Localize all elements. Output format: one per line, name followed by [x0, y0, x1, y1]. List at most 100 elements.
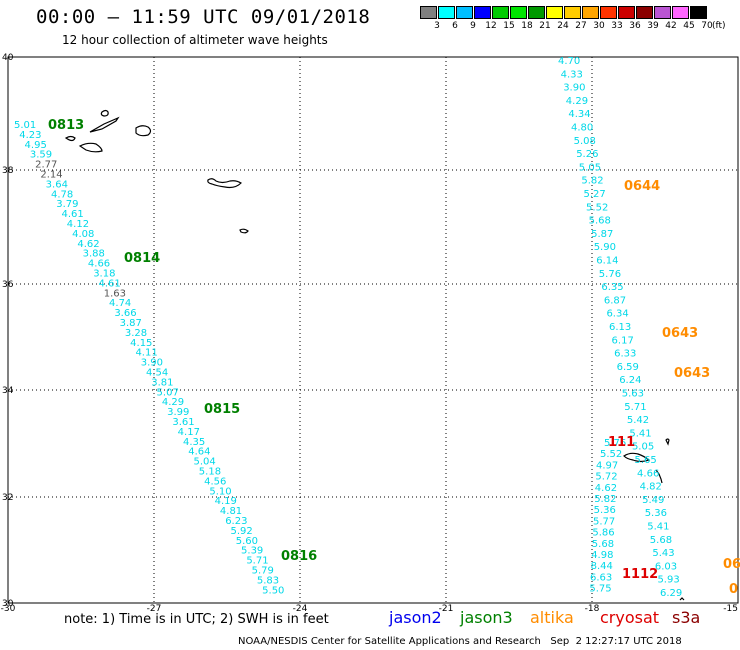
wave-height-value: 5.77	[593, 516, 615, 527]
wave-height-value: 4.11	[135, 348, 157, 359]
island-sao-jorge	[78, 142, 103, 153]
color-scale-label: 24	[557, 21, 569, 31]
wave-height-value: 5.39	[241, 546, 263, 557]
wave-height-value: 5.71	[624, 402, 646, 413]
color-swatch	[438, 6, 455, 19]
wave-height-value: 4.29	[566, 96, 588, 107]
wave-height-value: 5.01	[14, 120, 36, 131]
color-scale-label: 42	[665, 21, 677, 31]
lon-tick-label: -18	[585, 604, 600, 614]
color-scale-label: 33	[611, 21, 623, 31]
wave-height-value: 5.72	[595, 472, 617, 483]
wave-height-value: 4.35	[183, 437, 205, 448]
island-santa-maria	[239, 228, 249, 234]
color-scale-label: 12	[485, 21, 497, 31]
wave-height-value: 2.14	[40, 170, 62, 181]
lat-tick-label: 40	[2, 53, 14, 63]
color-scale-label: 36	[629, 21, 641, 31]
pass-time-label: 0644	[624, 179, 660, 194]
wave-height-values: 5.014.234.953.592.772.143.644.783.794.61…	[14, 56, 682, 599]
color-swatch	[690, 6, 707, 19]
wave-height-value: 5.52	[586, 202, 608, 213]
pass-time-label: 0643	[674, 366, 710, 381]
island-outlines	[64, 109, 685, 601]
wave-height-value: 3.88	[83, 249, 105, 260]
wave-height-value: 5.60	[236, 536, 258, 547]
legend-s3a: s3a	[672, 608, 701, 627]
wave-height-value: 5.71	[246, 556, 268, 567]
wave-height-value: 5.08	[574, 136, 596, 147]
wave-height-value: 5.76	[604, 438, 626, 449]
island-faial-pico	[89, 116, 120, 133]
color-swatch	[600, 6, 617, 19]
wave-height-value: 4.23	[19, 130, 41, 141]
lat-tick-label: 30	[2, 599, 14, 609]
wave-height-value: 4.78	[51, 189, 73, 200]
wave-height-value: 6.63	[590, 572, 612, 583]
wave-height-value: 5.50	[262, 585, 284, 596]
color-swatch	[456, 6, 473, 19]
legend-cryosat: cryosat	[600, 608, 660, 627]
wave-height-value: 6.14	[596, 256, 618, 267]
lat-tick-label: 38	[2, 166, 14, 176]
units-note: note: 1) Time is in UTC; 2) SWH is in fe…	[64, 612, 329, 627]
wave-height-value: 5.82	[581, 176, 603, 187]
page-title: 00:00 – 11:59 UTC 09/01/2018	[36, 6, 371, 28]
color-swatch	[528, 6, 545, 19]
wave-height-value: 4.33	[561, 69, 583, 80]
wave-height-value: 3.90	[141, 358, 163, 369]
color-scale-label: 27	[575, 21, 587, 31]
wave-height-value: 6.35	[601, 282, 623, 293]
color-swatch	[492, 6, 509, 19]
color-swatch	[654, 6, 671, 19]
wave-height-value: 5.65	[635, 455, 657, 466]
color-scale-label: 9	[470, 21, 476, 31]
wave-height-value: 6.23	[225, 516, 247, 527]
page-subtitle: 12 hour collection of altimeter wave hei…	[62, 33, 328, 47]
wave-height-value: 8.44	[591, 561, 613, 572]
wave-height-value: 5.68	[589, 216, 611, 227]
wave-height-value: 4.61	[98, 278, 120, 289]
wave-height-value: 5.49	[642, 495, 664, 506]
lon-tick-label: -30	[1, 604, 16, 614]
wave-height-value: 3.59	[30, 150, 52, 161]
color-swatch	[636, 6, 653, 19]
wave-height-value: 6.33	[614, 349, 636, 360]
wave-height-value: 5.92	[230, 526, 252, 537]
wave-height-value: 1.63	[104, 288, 126, 299]
lat-tick-label: 36	[2, 280, 14, 290]
island-terceira	[135, 125, 152, 137]
color-swatch	[474, 6, 491, 19]
wave-height-value: 4.61	[62, 209, 84, 220]
wave-height-value: 5.90	[594, 242, 616, 253]
wave-height-value: 3.90	[563, 83, 585, 94]
wave-height-value: 4.95	[25, 140, 47, 151]
lat-tick-label: 32	[2, 493, 13, 503]
wave-height-value: 5.36	[645, 508, 667, 519]
wave-height-value: 5.05	[579, 162, 601, 173]
color-scale-label: 30	[593, 21, 605, 31]
wave-height-value: 6.29	[660, 588, 682, 599]
wave-height-value: 5.79	[252, 566, 274, 577]
pass-time-label: 1112	[622, 567, 658, 582]
color-scale-label: 45	[683, 21, 695, 31]
pass-time-label: 0816	[281, 549, 317, 564]
wave-height-value: 3.99	[167, 407, 189, 418]
wave-height-value: 5.82	[594, 494, 616, 505]
color-swatch	[510, 6, 527, 19]
lat-tick-label: 34	[2, 386, 14, 396]
wave-height-value: 5.87	[591, 229, 613, 240]
pass-time-label: 0	[729, 582, 738, 597]
pass-time-label: 0813	[48, 118, 84, 133]
color-swatch	[672, 6, 689, 19]
wave-height-value: 5.86	[592, 528, 614, 539]
wave-height-value: 3.28	[125, 328, 147, 339]
legend-altika: altika	[530, 608, 574, 627]
wave-height-value: 5.36	[594, 505, 616, 516]
wave-height-value: 6.87	[604, 295, 626, 306]
wave-height-value: 4.29	[162, 397, 184, 408]
wave-height-value: 6.24	[619, 375, 641, 386]
color-swatch	[546, 6, 563, 19]
lon-tick-label: -15	[723, 604, 738, 614]
lon-tick-label: -27	[147, 604, 162, 614]
